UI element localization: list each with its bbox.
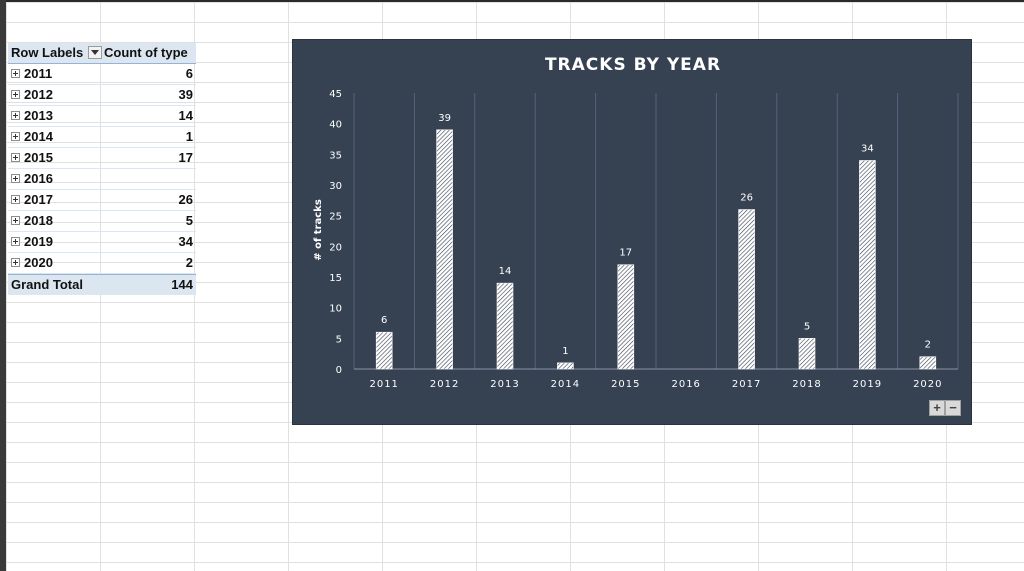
pivot-row-label: 2017 — [24, 192, 53, 207]
pivot-row[interactable]: 2020 2 — [8, 253, 196, 274]
x-tick-label: 2013 — [490, 379, 519, 390]
pivot-row-label: 2011 — [24, 66, 53, 81]
bar[interactable] — [436, 129, 453, 370]
pivot-row-label: 2014 — [24, 129, 53, 144]
pivot-row[interactable]: 2017 26 — [8, 190, 196, 211]
bar[interactable] — [375, 331, 393, 370]
y-tick-label: 45 — [329, 89, 342, 100]
expand-plus-icon[interactable] — [11, 132, 20, 141]
pivot-row-value: 34 — [178, 234, 193, 249]
x-tick-label: 2012 — [430, 379, 459, 390]
bar[interactable] — [798, 338, 816, 370]
pivot-row-label: 2019 — [24, 234, 53, 249]
bar[interactable] — [738, 209, 755, 370]
pivot-row-label: 2020 — [24, 255, 53, 270]
pivot-row-value: 26 — [178, 192, 193, 207]
bar[interactable] — [617, 264, 635, 370]
expand-plus-icon[interactable] — [11, 237, 20, 246]
expand-plus-icon[interactable] — [11, 216, 20, 225]
pivot-row-value: 5 — [185, 213, 193, 228]
expand-plus-icon[interactable] — [11, 69, 20, 78]
pivot-row-value: 6 — [185, 66, 193, 81]
pivot-row[interactable]: 2011 6 — [8, 64, 196, 85]
pivot-row[interactable]: 2016 — [8, 169, 196, 190]
y-tick-label: 30 — [329, 181, 342, 192]
expand-plus-icon[interactable] — [11, 195, 20, 204]
pivot-grand-total-row: Grand Total 144 — [8, 274, 196, 295]
pivot-row-value: 1 — [185, 129, 193, 144]
toolbar-edge — [0, 0, 1024, 2]
pivot-row-label: 2012 — [24, 87, 53, 102]
data-label: 14 — [499, 266, 512, 277]
grand-total-label: Grand Total — [11, 277, 83, 292]
data-label: 34 — [861, 143, 874, 154]
filter-dropdown-icon[interactable] — [88, 46, 102, 59]
pivot-row-label: 2015 — [24, 150, 53, 165]
x-tick-label: 2020 — [913, 379, 942, 390]
y-tick-label: 25 — [329, 212, 342, 223]
expand-plus-icon[interactable] — [11, 90, 20, 99]
y-axis-title: # of tracks — [313, 199, 324, 261]
bar[interactable] — [859, 160, 876, 370]
y-tick-label: 5 — [336, 334, 342, 345]
row-labels-header: Row Labels — [11, 45, 84, 60]
x-tick-label: 2014 — [551, 379, 580, 390]
pivot-row-value: 2 — [185, 255, 193, 270]
pivot-row-value: 14 — [178, 108, 193, 123]
x-tick-label: 2015 — [611, 379, 640, 390]
data-label: 2 — [925, 340, 931, 351]
data-label: 5 — [804, 321, 810, 332]
row-headers[interactable] — [0, 0, 6, 571]
pivot-row-value: 17 — [178, 150, 193, 165]
x-tick-label: 2018 — [792, 379, 821, 390]
data-label: 1 — [562, 346, 568, 357]
y-tick-label: 0 — [336, 365, 342, 376]
pivot-row[interactable]: 2015 17 — [8, 148, 196, 169]
expand-plus-icon[interactable] — [11, 111, 20, 120]
bar-chart: TRACKS BY YEAR # of tracks 0510152025303… — [313, 55, 959, 390]
bar[interactable] — [496, 282, 514, 370]
x-tick-label: 2019 — [853, 379, 882, 390]
x-tick-label: 2016 — [671, 379, 700, 390]
bar[interactable] — [919, 356, 937, 370]
pivot-rows: 2011 6 2012 39 2013 14 2014 1 2015 17 2016 2017 26 20… — [8, 64, 196, 274]
data-label: 17 — [619, 248, 632, 259]
zoom-in-button[interactable]: + — [929, 400, 945, 416]
count-of-type-header: Count of type — [104, 45, 188, 60]
pivot-row-label: 2018 — [24, 213, 53, 228]
expand-plus-icon[interactable] — [11, 153, 20, 162]
data-label: 26 — [740, 193, 753, 204]
pivot-row[interactable]: 2014 1 — [8, 127, 196, 148]
pivot-row[interactable]: 2018 5 — [8, 211, 196, 232]
x-tick-label: 2017 — [732, 379, 761, 390]
grand-total-value: 144 — [171, 277, 193, 292]
chart-title: TRACKS BY YEAR — [545, 55, 721, 75]
zoom-out-button[interactable]: − — [945, 400, 961, 416]
data-label: 39 — [438, 113, 451, 124]
y-tick-label: 15 — [329, 273, 342, 284]
pivot-row[interactable]: 2013 14 — [8, 106, 196, 127]
pivot-row[interactable]: 2019 34 — [8, 232, 196, 253]
x-tick-label: 2011 — [369, 379, 398, 390]
pivot-row-label: 2013 — [24, 108, 53, 123]
pivot-table[interactable]: Row Labels Count of type 2011 6 2012 39 2013… — [8, 43, 196, 295]
y-tick-label: 20 — [329, 242, 342, 253]
pivot-header-row: Row Labels Count of type — [8, 43, 196, 64]
expand-plus-icon[interactable] — [11, 174, 20, 183]
pivot-row[interactable]: 2012 39 — [8, 85, 196, 106]
chart-area[interactable]: TRACKS BY YEAR # of tracks 0 5 10 15 20 25 30 3… — [292, 39, 972, 425]
data-label: 6 — [381, 315, 387, 326]
y-tick-label: 40 — [329, 120, 342, 131]
y-tick-label: 10 — [329, 304, 342, 315]
pivot-row-label: 2016 — [24, 171, 53, 186]
bar[interactable] — [557, 362, 574, 370]
pivot-row-value: 39 — [178, 87, 193, 102]
expand-plus-icon[interactable] — [11, 258, 20, 267]
y-tick-label: 35 — [329, 150, 342, 161]
